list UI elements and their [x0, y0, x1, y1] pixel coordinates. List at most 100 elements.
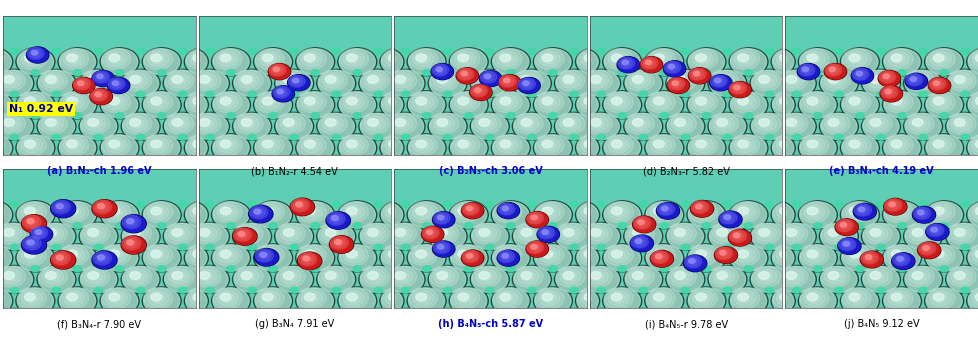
Circle shape — [896, 256, 903, 261]
Circle shape — [360, 223, 396, 250]
Circle shape — [500, 140, 511, 148]
Circle shape — [379, 244, 419, 272]
Circle shape — [374, 287, 382, 293]
Circle shape — [450, 245, 486, 271]
Circle shape — [723, 97, 736, 107]
Circle shape — [587, 116, 607, 131]
Circle shape — [575, 112, 584, 118]
Circle shape — [338, 92, 368, 112]
Circle shape — [128, 202, 157, 223]
Circle shape — [800, 161, 811, 169]
Circle shape — [545, 312, 565, 327]
Circle shape — [751, 223, 779, 244]
Circle shape — [241, 272, 251, 279]
Circle shape — [95, 202, 109, 212]
Circle shape — [254, 287, 284, 309]
Circle shape — [646, 272, 657, 279]
Circle shape — [722, 213, 734, 222]
Circle shape — [799, 202, 828, 223]
Circle shape — [881, 287, 920, 315]
Circle shape — [409, 272, 420, 279]
Circle shape — [318, 113, 354, 139]
Circle shape — [220, 293, 234, 303]
Circle shape — [739, 159, 761, 174]
Circle shape — [24, 293, 35, 301]
Circle shape — [549, 272, 561, 281]
Circle shape — [254, 135, 290, 161]
Circle shape — [450, 202, 486, 228]
Circle shape — [52, 91, 61, 97]
Circle shape — [876, 91, 884, 97]
Circle shape — [342, 204, 364, 220]
Circle shape — [236, 250, 249, 260]
Circle shape — [911, 315, 925, 325]
Circle shape — [332, 54, 342, 62]
Circle shape — [472, 140, 483, 148]
Circle shape — [338, 49, 375, 75]
Circle shape — [268, 201, 307, 229]
Circle shape — [912, 207, 934, 222]
Circle shape — [410, 272, 423, 281]
Circle shape — [525, 212, 548, 228]
Circle shape — [650, 251, 672, 266]
Circle shape — [300, 247, 322, 263]
Circle shape — [932, 207, 943, 215]
Circle shape — [56, 204, 64, 209]
Circle shape — [365, 91, 404, 119]
Circle shape — [730, 287, 759, 309]
Circle shape — [687, 134, 725, 162]
Circle shape — [576, 202, 605, 223]
Circle shape — [196, 116, 217, 131]
Circle shape — [626, 207, 637, 215]
Circle shape — [668, 54, 679, 62]
Circle shape — [689, 76, 699, 83]
Circle shape — [686, 159, 707, 174]
Circle shape — [526, 212, 547, 227]
Circle shape — [435, 214, 447, 222]
Circle shape — [853, 204, 870, 216]
Circle shape — [164, 156, 194, 177]
Circle shape — [562, 228, 573, 236]
Circle shape — [950, 73, 971, 88]
Circle shape — [472, 86, 484, 95]
Circle shape — [548, 156, 556, 162]
Circle shape — [688, 49, 724, 75]
Circle shape — [0, 244, 13, 272]
Circle shape — [695, 204, 701, 209]
Circle shape — [345, 113, 375, 134]
Circle shape — [42, 312, 64, 327]
Circle shape — [877, 156, 906, 177]
Circle shape — [667, 266, 695, 287]
Circle shape — [519, 288, 556, 314]
Circle shape — [950, 226, 971, 241]
Circle shape — [885, 162, 898, 171]
Circle shape — [583, 113, 611, 134]
Circle shape — [923, 201, 962, 229]
Circle shape — [869, 272, 880, 279]
Circle shape — [214, 272, 228, 281]
Circle shape — [448, 116, 469, 131]
Circle shape — [254, 92, 284, 112]
Circle shape — [109, 54, 119, 62]
Circle shape — [554, 155, 593, 183]
Circle shape — [73, 69, 81, 76]
Circle shape — [248, 223, 278, 244]
Circle shape — [621, 60, 628, 65]
Circle shape — [444, 309, 473, 330]
Circle shape — [422, 69, 430, 76]
Circle shape — [504, 78, 511, 84]
Circle shape — [861, 222, 900, 250]
Circle shape — [542, 250, 556, 260]
Circle shape — [416, 140, 426, 148]
Circle shape — [387, 70, 423, 96]
Circle shape — [142, 287, 181, 315]
Circle shape — [269, 309, 277, 315]
Circle shape — [686, 312, 707, 327]
Circle shape — [596, 112, 635, 140]
Circle shape — [513, 70, 550, 96]
Circle shape — [818, 137, 839, 153]
Circle shape — [869, 76, 883, 86]
Circle shape — [374, 201, 382, 207]
Circle shape — [462, 251, 478, 262]
Circle shape — [971, 290, 978, 306]
